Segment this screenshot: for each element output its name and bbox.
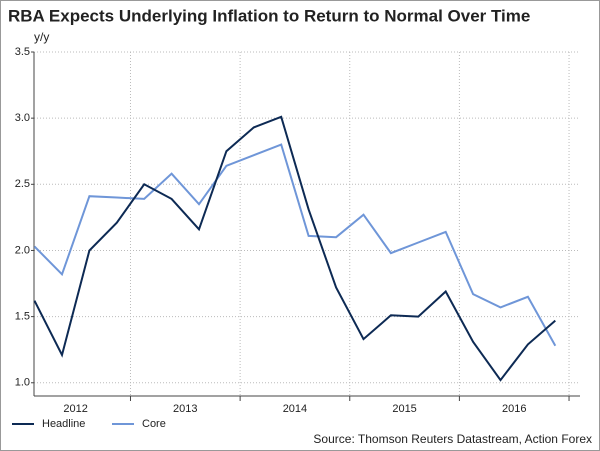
series-line: [33, 143, 557, 347]
y-axis-label: y/y: [34, 30, 49, 44]
y-tick-label: 3.5: [15, 46, 30, 58]
legend-label: Core: [142, 418, 166, 430]
legend-label: Headline: [42, 418, 85, 430]
y-tick-label: 1.5: [15, 311, 30, 323]
y-tick-label: 1.0: [15, 377, 30, 389]
x-tick-label: 2016: [502, 403, 526, 415]
y-tick-label: 2.5: [15, 178, 30, 190]
chart-title: RBA Expects Underlying Inflation to Retu…: [8, 6, 530, 25]
series-line: [33, 115, 556, 382]
source: Source: Thomson Reuters Datastream, Acti…: [313, 432, 592, 446]
x-tick-label: 2012: [63, 403, 87, 415]
x-tick-label: 2015: [392, 403, 416, 415]
x-tick-label: 2013: [173, 403, 197, 415]
y-tick-label: 3.0: [15, 112, 30, 124]
y-tick-label: 2.0: [15, 244, 30, 256]
x-tick-label: 2014: [283, 403, 307, 415]
